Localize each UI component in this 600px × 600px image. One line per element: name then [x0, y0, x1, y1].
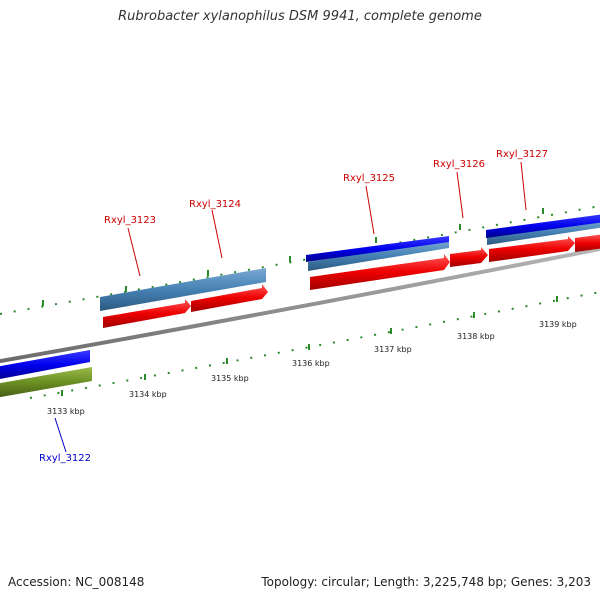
- tick-label-3139: 3139 kbp: [539, 320, 577, 329]
- tick-label-3135: 3135 kbp: [211, 374, 249, 383]
- gene-rxyl-3125[interactable]: [308, 240, 449, 271]
- cds-rxyl-3128-partial[interactable]: [575, 234, 600, 252]
- cds-rxyl-3122[interactable]: [0, 350, 90, 380]
- upper-major-ticks: [42, 208, 544, 306]
- cds-rxyl-3123[interactable]: [103, 299, 191, 328]
- gene-label-rxyl-3124[interactable]: Rxyl_3124: [189, 199, 241, 210]
- tick-label-3138: 3138 kbp: [457, 332, 495, 341]
- gene-label-rxyl-3123[interactable]: Rxyl_3123: [104, 215, 156, 226]
- gene-label-rxyl-3125[interactable]: Rxyl_3125: [343, 173, 395, 184]
- cds-rxyl-3124[interactable]: [191, 284, 268, 312]
- genome-summary: Topology: circular; Length: 3,225,748 bp…: [261, 575, 591, 589]
- gene-label-leaders: [54, 161, 527, 453]
- tick-label-3134: 3134 kbp: [129, 390, 167, 399]
- tick-label-3137: 3137 kbp: [374, 345, 412, 354]
- tick-label-3133: 3133 kbp: [47, 407, 85, 416]
- cds-blue-rxyl-3127[interactable]: [486, 214, 600, 238]
- gene-rxyl-3122[interactable]: [0, 367, 92, 398]
- accession-label: Accession: NC_008148: [8, 575, 145, 589]
- gene-label-rxyl-3122[interactable]: Rxyl_3122: [39, 453, 91, 464]
- cds-rxyl-3127[interactable]: [489, 236, 575, 262]
- cds-rxyl-3125[interactable]: [310, 254, 450, 290]
- gene-label-rxyl-3126[interactable]: Rxyl_3126: [433, 159, 485, 170]
- upper-tick-ring: [0, 205, 600, 315]
- tick-label-3136: 3136 kbp: [292, 359, 330, 368]
- gene-label-rxyl-3127[interactable]: Rxyl_3127: [496, 149, 548, 160]
- genome-backbone: [0, 246, 600, 364]
- lower-major-ticks: [61, 296, 558, 396]
- map-title: Rubrobacter xylanophilus DSM 9941, compl…: [118, 9, 482, 24]
- cds-blue-rxyl-3125[interactable]: [306, 236, 449, 262]
- gene-rxyl-3123-3124[interactable]: [100, 268, 266, 311]
- cds-rxyl-3126[interactable]: [450, 247, 488, 267]
